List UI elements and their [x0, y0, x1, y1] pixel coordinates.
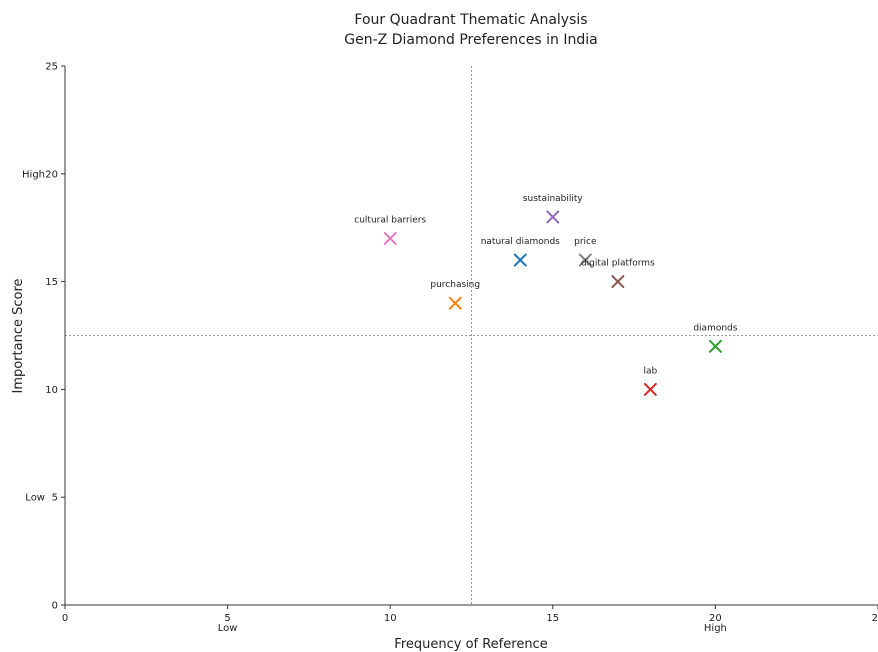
x-tick-label: 20	[709, 613, 722, 624]
x-marker	[383, 231, 397, 245]
data-point: diamonds	[693, 323, 738, 353]
x-tick-label: 15	[546, 613, 559, 624]
tick-marks: 0 5 10 15 20 25 0 5 10 15 20 25	[45, 62, 878, 624]
point-label: purchasing	[430, 280, 480, 290]
x-qual-label: Low	[218, 623, 238, 634]
x-marker	[708, 339, 722, 353]
y-qual-label: Low	[25, 493, 45, 504]
y-tick-label: 5	[52, 493, 58, 504]
x-axis-label: Frequency of Reference	[394, 637, 547, 652]
x-marker	[513, 253, 527, 267]
x-tick-label: 10	[384, 613, 397, 624]
y-tick-label: 10	[45, 385, 58, 396]
point-label: natural diamonds	[481, 237, 560, 247]
y-tick-label: 15	[45, 277, 58, 288]
x-marker	[611, 275, 625, 289]
data-point: purchasing	[430, 280, 480, 310]
point-label: lab	[643, 366, 657, 376]
y-axis-label: Importance Score	[11, 278, 26, 393]
point-label: diamonds	[693, 323, 737, 333]
point-label: sustainability	[523, 194, 584, 204]
x-tick-label: 0	[62, 613, 68, 624]
x-tick-label: 25	[872, 613, 878, 624]
chart-subtitle: Gen-Z Diamond Preferences in India	[344, 32, 597, 48]
point-label: digital platforms	[581, 259, 655, 269]
data-point: sustainability	[523, 194, 584, 224]
chart-title: Four Quadrant Thematic Analysis	[354, 12, 587, 28]
data-point: digital platforms	[581, 259, 655, 289]
x-tick-label: 5	[224, 613, 230, 624]
x-marker	[546, 210, 560, 224]
data-points: cultural barriers sustainability natural d…	[354, 194, 738, 396]
y-qual-label: High	[22, 169, 45, 180]
y-tick-label: 0	[52, 601, 58, 612]
quadrant-dividers	[65, 66, 878, 605]
point-label: price	[574, 237, 597, 247]
data-point: price	[574, 237, 597, 267]
y-tick-label: 25	[45, 62, 58, 73]
data-point: natural diamonds	[481, 237, 560, 267]
x-marker	[578, 253, 592, 267]
axes	[64, 66, 878, 606]
x-qual-label: High	[704, 623, 727, 634]
data-point: cultural barriers	[354, 215, 426, 245]
x-marker	[643, 382, 657, 396]
x-marker	[448, 296, 462, 310]
y-tick-label: 20	[45, 169, 58, 180]
qualitative-labels: Low High Low High	[22, 169, 727, 634]
data-point: lab	[643, 366, 658, 396]
point-label: cultural barriers	[354, 215, 426, 225]
